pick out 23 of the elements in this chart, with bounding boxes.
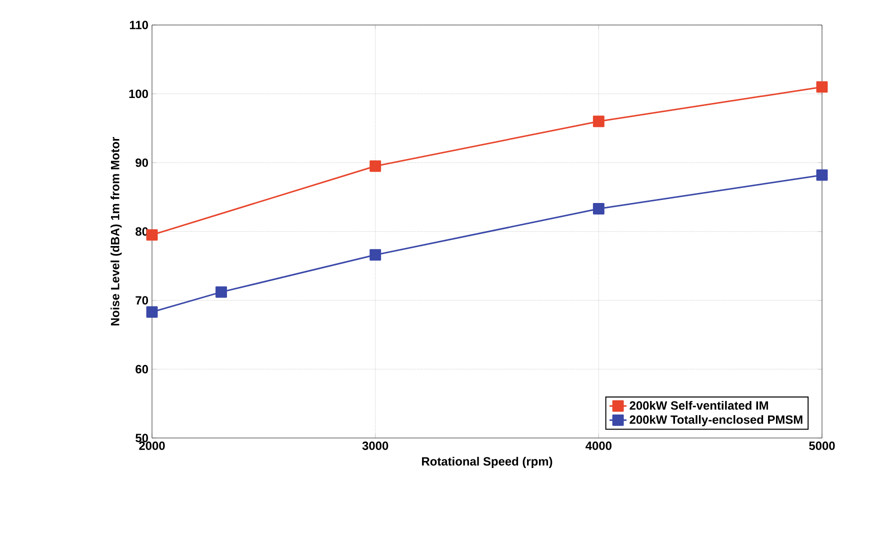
- y-axis-title: Noise Level (dBA) 1m from Motor: [110, 137, 122, 326]
- y-tick-label: 110: [130, 20, 148, 30]
- x-tick-label: 4000: [586, 442, 612, 450]
- x-axis-title: Rotational Speed (rpm): [422, 456, 552, 468]
- point: [592, 116, 604, 128]
- x-tick-label: 2000: [139, 442, 165, 450]
- point: [146, 229, 158, 241]
- y-tick-label: 100: [129, 90, 148, 98]
- point: [816, 81, 828, 93]
- legend-label: 200kW Totally-enclosed PMSM: [630, 415, 802, 426]
- x-tick-label: 5000: [809, 442, 835, 450]
- y-tick-label: 60: [136, 364, 148, 374]
- x-tick-label: 3000: [362, 442, 388, 450]
- point: [146, 306, 158, 318]
- point: [370, 160, 382, 172]
- point: [370, 249, 382, 261]
- point: [592, 203, 604, 215]
- y-tick-label: 50: [136, 434, 148, 442]
- point: [816, 169, 828, 181]
- legend-label: 200kW Self-ventilated IM: [630, 400, 768, 410]
- y-tick-label: 90: [136, 158, 148, 167]
- point: [216, 286, 227, 298]
- y-tick-label: 70: [136, 296, 148, 305]
